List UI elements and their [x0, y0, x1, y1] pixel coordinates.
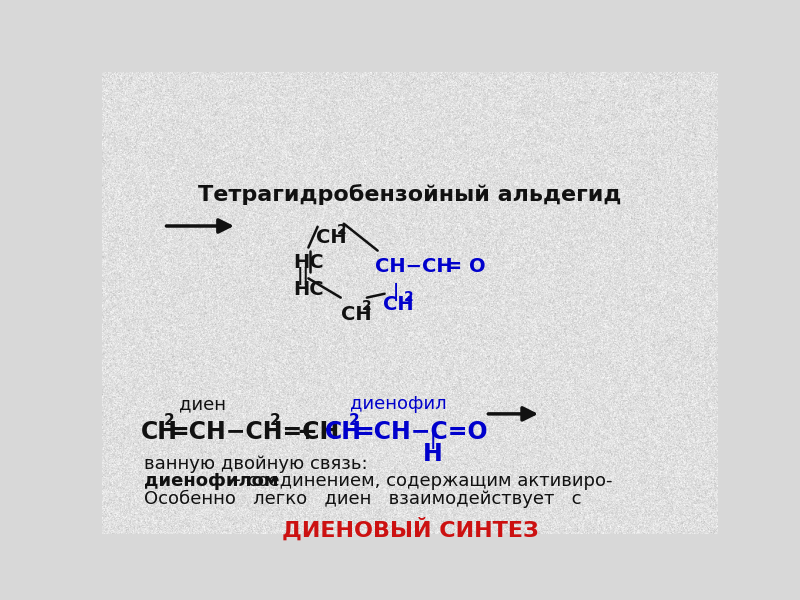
Text: CH: CH	[316, 229, 346, 247]
Text: CH: CH	[341, 305, 371, 323]
Text: |: |	[430, 431, 436, 449]
Text: ||: ||	[297, 267, 310, 285]
Text: HC: HC	[293, 253, 323, 272]
Text: =CH−C=O: =CH−C=O	[354, 420, 488, 444]
Text: Тетрагидробензойный альдегид: Тетрагидробензойный альдегид	[198, 184, 622, 205]
Text: 2: 2	[349, 413, 359, 428]
Text: CH: CH	[141, 420, 178, 444]
Text: +: +	[297, 420, 318, 444]
Text: 2: 2	[270, 413, 281, 428]
Text: =CH−CH=CH: =CH−CH=CH	[170, 420, 340, 444]
Text: H: H	[423, 442, 443, 466]
Text: 2: 2	[163, 413, 174, 428]
Text: диенофилом: диенофилом	[144, 472, 279, 490]
Text: CH: CH	[383, 295, 414, 314]
Text: 2: 2	[404, 290, 414, 304]
Text: − соединением, содержащим активиро-: − соединением, содержащим активиро-	[222, 472, 613, 490]
Text: Особенно   легко   диен   взаимодействует   с: Особенно легко диен взаимодействует с	[144, 490, 582, 508]
Text: |: |	[393, 283, 399, 301]
Text: 2: 2	[337, 223, 346, 237]
Text: диен: диен	[178, 395, 226, 413]
Text: 2: 2	[362, 299, 371, 313]
Text: HC: HC	[293, 280, 323, 299]
Text: ДИЕНОВЫЙ СИНТЕЗ: ДИЕНОВЫЙ СИНТЕЗ	[282, 517, 538, 541]
Text: ванную двойную связь:: ванную двойную связь:	[144, 455, 368, 473]
Text: CH: CH	[326, 420, 362, 444]
Text: = O: = O	[439, 257, 486, 276]
Text: CH−CH: CH−CH	[375, 257, 453, 276]
Text: диенофил: диенофил	[350, 395, 446, 413]
